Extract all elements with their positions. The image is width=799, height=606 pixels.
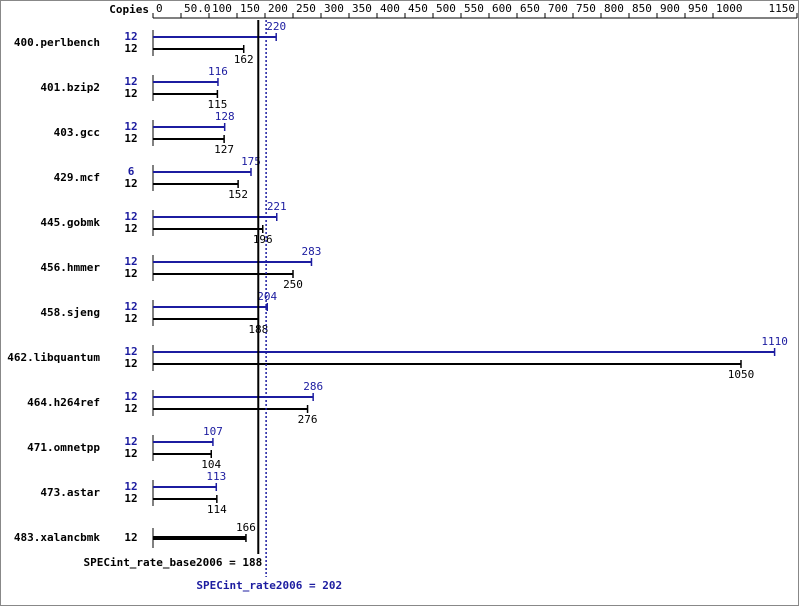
benchmark-name: 429.mcf: [54, 171, 100, 184]
benchmark-name: 483.xalancbmk: [14, 531, 100, 544]
reference-label: SPECint_rate_base2006 = 188: [83, 556, 262, 569]
benchmark-name: 471.omnetpp: [27, 441, 100, 454]
x-tick-label: 550: [464, 2, 484, 15]
copies-label: 12: [124, 87, 137, 100]
x-tick-label: 150: [240, 2, 260, 15]
value-label: 175: [241, 155, 261, 168]
x-tick-label: 1150: [769, 2, 796, 15]
value-label: 127: [214, 143, 234, 156]
value-label: 221: [267, 200, 287, 213]
x-tick-label: 50.0: [184, 2, 211, 15]
x-tick-label: 500: [436, 2, 456, 15]
value-label: 283: [302, 245, 322, 258]
copies-label: 12: [124, 402, 137, 415]
benchmark-name: 462.libquantum: [7, 351, 100, 364]
x-tick-label: 200: [268, 2, 288, 15]
value-label: 1050: [728, 368, 755, 381]
benchmark-name: 464.h264ref: [27, 396, 100, 409]
x-tick-label: 600: [492, 2, 512, 15]
copies-label: 12: [124, 300, 137, 313]
x-tick-label: 750: [576, 2, 596, 15]
value-label: 116: [208, 65, 228, 78]
x-tick-label: 650: [520, 2, 540, 15]
value-label: 115: [207, 98, 227, 111]
copies-label: 12: [124, 42, 137, 55]
copies-label: 12: [124, 480, 137, 493]
benchmark-name: 403.gcc: [54, 126, 100, 139]
x-tick-label: 400: [380, 2, 400, 15]
copies-label: 12: [124, 390, 137, 403]
x-tick-label: 900: [660, 2, 680, 15]
x-tick-label: 700: [548, 2, 568, 15]
copies-label: 12: [124, 345, 137, 358]
value-label: 152: [228, 188, 248, 201]
copies-label: 12: [124, 492, 137, 505]
value-label: 128: [215, 110, 235, 123]
value-label: 162: [234, 53, 254, 66]
copies-label: 12: [124, 132, 137, 145]
reference-label: SPECint_rate2006 = 202: [196, 579, 342, 592]
x-tick-label: 1000: [716, 2, 743, 15]
value-label: 196: [253, 233, 273, 246]
benchmark-name: 445.gobmk: [40, 216, 100, 229]
copies-label: 12: [124, 75, 137, 88]
x-tick-label: 950: [688, 2, 708, 15]
value-label: 250: [283, 278, 303, 291]
copies-label: 12: [124, 357, 137, 370]
copies-label: 12: [124, 267, 137, 280]
x-tick-label: 100: [212, 2, 232, 15]
value-label: 113: [206, 470, 226, 483]
benchmark-name: 456.hmmer: [40, 261, 100, 274]
copies-label: 12: [124, 30, 137, 43]
value-label: 276: [298, 413, 318, 426]
copies-label: 12: [124, 255, 137, 268]
copies-label: 12: [124, 177, 137, 190]
copies-label: 12: [124, 312, 137, 325]
copies-label: 12: [124, 447, 137, 460]
x-tick-label: 800: [604, 2, 624, 15]
x-tick-label: 250: [296, 2, 316, 15]
value-label: 107: [203, 425, 223, 438]
copies-label: 12: [124, 222, 137, 235]
copies-label: 12: [124, 210, 137, 223]
x-tick-label: 850: [632, 2, 652, 15]
value-label: 1110: [761, 335, 788, 348]
copies-label: 12: [124, 531, 137, 544]
benchmark-name: 473.astar: [40, 486, 100, 499]
x-tick-label: 300: [324, 2, 344, 15]
copies-label: 12: [124, 435, 137, 448]
benchmark-name: 401.bzip2: [40, 81, 100, 94]
value-label: 220: [266, 20, 286, 33]
benchmark-name: 458.sjeng: [40, 306, 100, 319]
x-tick-label: 350: [352, 2, 372, 15]
x-tick-label: 450: [408, 2, 428, 15]
value-label: 166: [236, 521, 256, 534]
benchmark-name: 400.perlbench: [14, 36, 100, 49]
value-label: 104: [201, 458, 221, 471]
copies-label: 12: [124, 120, 137, 133]
value-label: 204: [257, 290, 277, 303]
x-tick-label: 0: [156, 2, 163, 15]
value-label: 286: [303, 380, 323, 393]
axis-label: Copies: [109, 3, 149, 16]
value-label: 114: [207, 503, 227, 516]
copies-label: 6: [128, 165, 135, 178]
